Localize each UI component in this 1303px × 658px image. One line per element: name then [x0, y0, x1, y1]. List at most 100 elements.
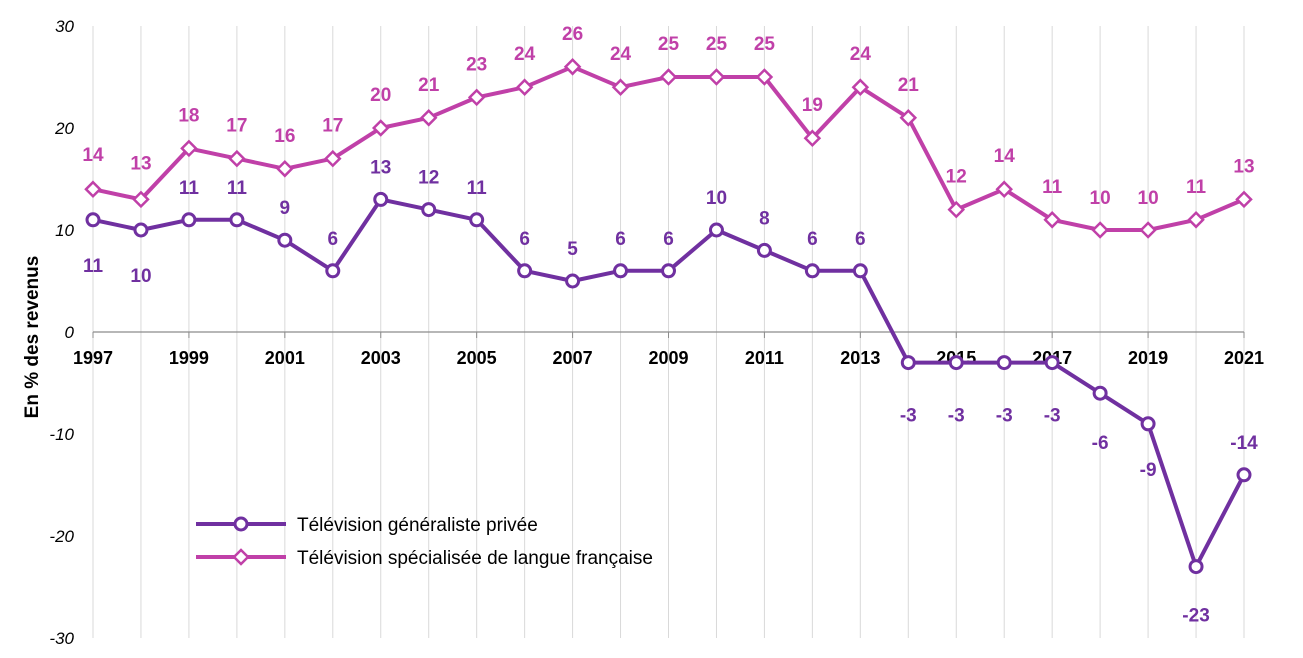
data-label-specialisee-2010: 25: [706, 34, 728, 55]
data-label-specialisee-1998: 13: [130, 153, 151, 174]
legend-label-specialisee: Télévision spécialisée de langue françai…: [297, 548, 653, 569]
point-generaliste-2018: [1092, 385, 1108, 401]
point-specialisee-2000: [228, 149, 246, 168]
point-specialisee-2003: [371, 119, 390, 137]
x-tick-label: 2001: [265, 348, 305, 368]
point-specialisee-2012: [803, 129, 822, 147]
data-label-specialisee-2004: 21: [418, 75, 440, 96]
point-generaliste-2002: [325, 263, 341, 279]
y-tick-label: 20: [54, 119, 74, 138]
point-generaliste-2004: [421, 202, 437, 218]
legend-label-generaliste: Télévision généraliste privée: [297, 515, 538, 536]
point-generaliste-2001: [277, 232, 293, 248]
point-generaliste-2007: [565, 273, 581, 289]
y-tick-label: 10: [55, 221, 74, 240]
data-label-specialisee-2000: 17: [226, 116, 247, 137]
x-tick-label: 1997: [73, 348, 113, 368]
point-specialisee-2014: [899, 109, 918, 127]
data-label-generaliste-2020: -23: [1182, 606, 1209, 627]
point-specialisee-2021: [1235, 190, 1253, 209]
data-label-specialisee-2009: 25: [658, 34, 680, 55]
data-label-generaliste-2010: 10: [706, 188, 727, 209]
data-label-specialisee-1997: 14: [82, 145, 104, 166]
x-tick-label: 2005: [457, 348, 497, 368]
point-generaliste-2011: [756, 242, 772, 258]
data-label-specialisee-2008: 24: [610, 44, 632, 65]
y-tick-label: -20: [49, 527, 74, 546]
data-label-specialisee-2020: 11: [1186, 177, 1207, 198]
point-generaliste-1998: [133, 222, 149, 238]
data-label-specialisee-2001: 16: [274, 126, 295, 147]
point-specialisee-2015: [947, 200, 966, 219]
legend-marker-generaliste: [233, 516, 249, 532]
series-lines: [84, 58, 1253, 575]
data-label-generaliste-1999: 11: [179, 178, 200, 199]
data-label-generaliste-1997: 11: [83, 256, 104, 277]
data-label-generaliste-2018: -6: [1092, 433, 1109, 454]
data-label-specialisee-2018: 10: [1090, 188, 1111, 209]
data-label-specialisee-2021: 13: [1233, 156, 1254, 177]
data-label-generaliste-2002: 6: [328, 229, 339, 250]
data-label-generaliste-2004: 12: [418, 168, 439, 189]
y-axis-label: En % des revenus: [22, 256, 43, 419]
point-specialisee-2007: [563, 58, 582, 76]
data-label-generaliste-2011: 8: [759, 208, 770, 229]
point-specialisee-2002: [324, 149, 342, 168]
data-label-generaliste-2007: 5: [567, 239, 578, 260]
data-label-generaliste-2003: 13: [370, 157, 391, 178]
point-specialisee-2005: [467, 88, 486, 107]
legend-marker-specialisee: [232, 548, 250, 566]
x-tick-label: 2009: [648, 348, 688, 368]
point-generaliste-2012: [804, 263, 820, 279]
point-generaliste-2020: [1188, 559, 1204, 575]
point-generaliste-2017: [1044, 355, 1060, 371]
point-generaliste-2016: [996, 355, 1012, 371]
data-label-specialisee-2016: 14: [994, 146, 1016, 167]
data-label-generaliste-2015: -3: [948, 406, 965, 427]
data-label-specialisee-2011: 25: [754, 34, 776, 55]
legend: Télévision généraliste privée Télévision…: [196, 515, 653, 569]
data-label-generaliste-2014: -3: [900, 406, 917, 427]
y-tick-label: -30: [49, 629, 74, 648]
data-label-specialisee-2006: 24: [514, 44, 536, 65]
data-label-generaliste-2009: 6: [663, 229, 674, 250]
point-generaliste-2008: [613, 263, 629, 279]
data-label-generaliste-2000: 11: [227, 178, 248, 199]
data-labels: 11 10 11 11 9 6 13 12 11 6 5 6 6 10 8 6 6 -3 -3 -3 -3 -6 -9 -23…: [82, 24, 1258, 627]
data-label-generaliste-2021: -14: [1230, 433, 1258, 454]
point-specialisee-2018: [1091, 221, 1109, 239]
point-generaliste-2003: [373, 191, 389, 207]
point-generaliste-2015: [948, 355, 964, 371]
point-specialisee-2019: [1139, 221, 1157, 239]
point-specialisee-2017: [1043, 211, 1061, 229]
point-generaliste-2014: [900, 355, 916, 371]
data-label-generaliste-2013: 6: [855, 229, 866, 250]
axes: 30 20 10 0 -10 -20 -30 1997 1999 2001 2003 2005 2007…: [49, 17, 1264, 648]
point-generaliste-2010: [708, 222, 724, 238]
data-label-generaliste-2006: 6: [519, 229, 530, 250]
data-label-generaliste-2012: 6: [807, 229, 818, 250]
data-label-generaliste-2016: -3: [996, 406, 1013, 427]
point-specialisee-2008: [611, 78, 630, 96]
data-label-specialisee-2013: 24: [850, 44, 872, 65]
point-generaliste-2009: [661, 263, 676, 279]
data-label-specialisee-2003: 20: [370, 85, 391, 106]
data-label-specialisee-2005: 23: [466, 54, 487, 75]
point-specialisee-2013: [851, 78, 870, 96]
point-specialisee-2001: [276, 160, 294, 178]
point-specialisee-2006: [515, 78, 534, 96]
point-generaliste-2019: [1140, 416, 1156, 432]
point-specialisee-2020: [1187, 211, 1205, 229]
point-specialisee-2016: [995, 180, 1013, 198]
x-tick-label: 2007: [553, 348, 593, 368]
x-tick-label: 1999: [169, 348, 209, 368]
data-label-generaliste-2008: 6: [615, 229, 626, 250]
data-label-generaliste-2001: 9: [280, 198, 291, 219]
point-specialisee-2010: [707, 68, 726, 86]
point-specialisee-2009: [659, 68, 678, 86]
point-generaliste-2000: [229, 212, 245, 228]
x-tick-label: 2011: [745, 348, 784, 368]
data-label-generaliste-1998: 10: [130, 266, 151, 287]
data-label-specialisee-2002: 17: [322, 116, 343, 137]
